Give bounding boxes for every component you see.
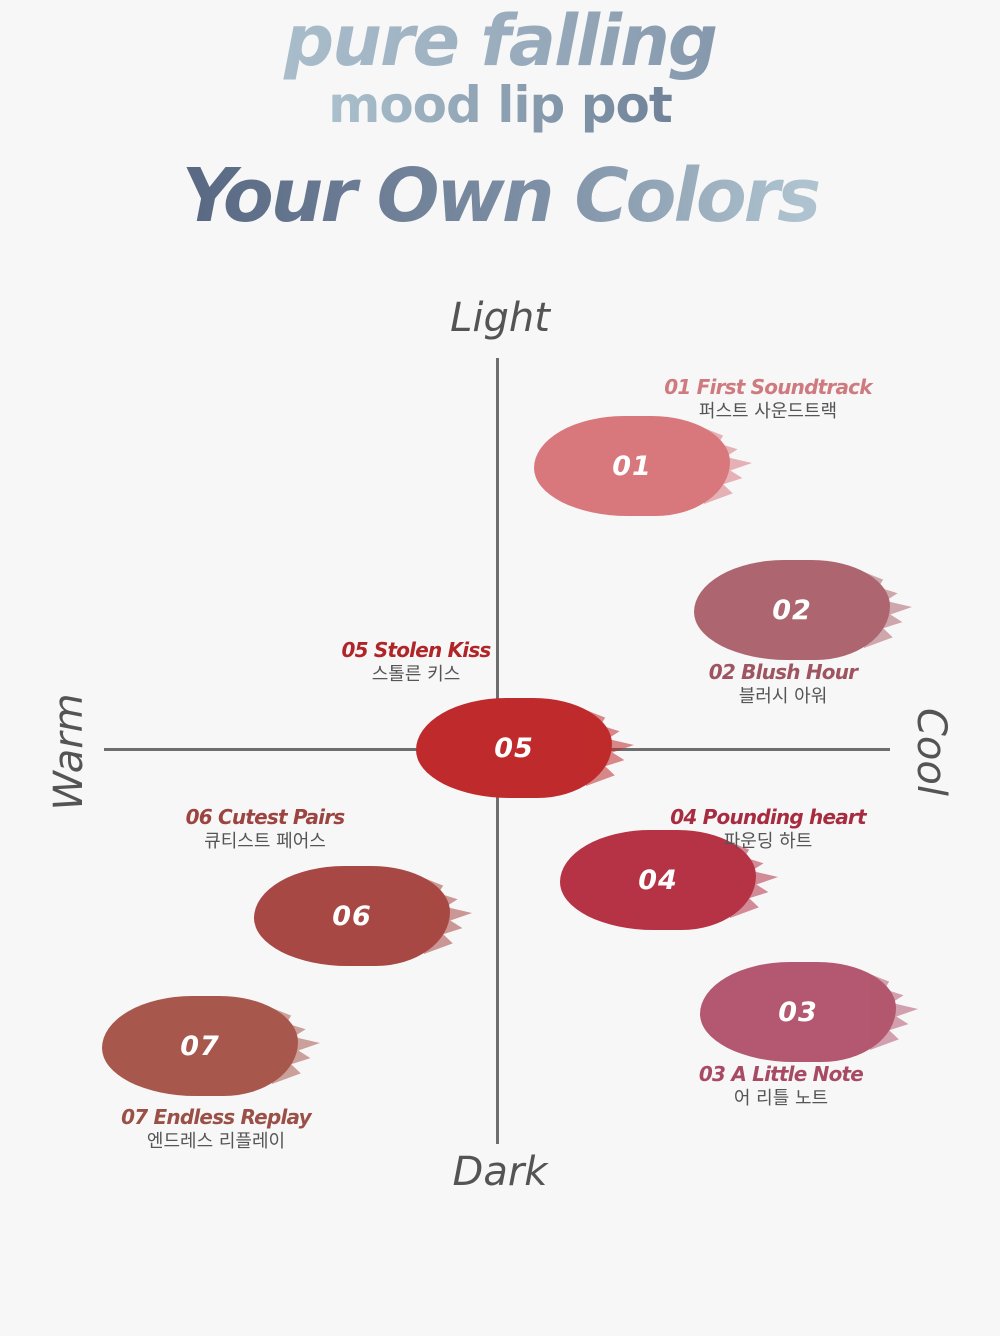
shade-name-en: 05 Stolen Kiss — [341, 638, 491, 662]
swatch-number: 06 — [332, 900, 372, 932]
swatch-number: 01 — [612, 450, 652, 482]
shade-label-02: 02 Blush Hour 블러시 아워 — [683, 659, 883, 709]
shade-swatch-03[interactable]: 03 — [700, 962, 896, 1062]
shade-label-04: 04 Pounding heart 파운딩 하트 — [648, 804, 888, 854]
shade-label-03: 03 A Little Note 어 리틀 노트 — [676, 1061, 886, 1111]
shade-name-en: 03 A Little Note — [698, 1062, 864, 1086]
swatch-number: 07 — [180, 1030, 220, 1062]
swatch-number: 02 — [772, 594, 812, 626]
axis-label-warm: Warm — [46, 693, 92, 811]
shade-name-ko: 퍼스트 사운드트랙 — [698, 401, 838, 422]
shade-name-en: 02 Blush Hour — [708, 660, 858, 684]
shade-swatch-07[interactable]: 07 — [102, 996, 298, 1096]
swatch-number: 04 — [638, 864, 678, 896]
shade-name-en: 06 Cutest Pairs — [185, 805, 346, 829]
shade-swatch-05[interactable]: 05 — [416, 698, 612, 798]
shade-name-en: 04 Pounding heart — [670, 805, 866, 829]
shade-label-07: 07 Endless Replay 엔드레스 리플레이 — [96, 1104, 336, 1154]
shade-name-ko: 스톨른 키스 — [371, 664, 461, 685]
shade-swatch-04[interactable]: 04 — [560, 830, 756, 930]
shade-swatch-02[interactable]: 02 — [694, 560, 890, 660]
swatch-number: 05 — [494, 732, 534, 764]
shade-swatch-01[interactable]: 01 — [534, 416, 730, 516]
shade-label-06: 06 Cutest Pairs 큐티스트 페어스 — [160, 804, 370, 854]
product-title: mood lip pot — [0, 74, 1000, 136]
shade-name-ko: 엔드레스 리플레이 — [146, 1131, 286, 1152]
axis-label-cool: Cool — [908, 708, 954, 796]
shade-name-en: 01 First Soundtrack — [664, 375, 872, 399]
shade-name-ko: 블러시 아워 — [738, 686, 828, 707]
headline: Your Own Colors — [0, 150, 1000, 242]
shade-name-en: 07 Endless Replay — [121, 1105, 311, 1129]
axis-label-light: Light — [450, 295, 550, 341]
shade-name-ko: 어 리틀 노트 — [733, 1088, 829, 1109]
shade-label-05: 05 Stolen Kiss 스톨른 키스 — [326, 637, 506, 687]
shade-name-ko: 큐티스트 페어스 — [204, 831, 326, 852]
shade-name-ko: 파운딩 하트 — [723, 831, 813, 852]
shade-label-01: 01 First Soundtrack 퍼스트 사운드트랙 — [640, 374, 896, 424]
shade-swatch-06[interactable]: 06 — [254, 866, 450, 966]
brand-title: pure falling — [0, 0, 1000, 82]
swatch-number: 03 — [778, 996, 818, 1028]
axis-label-dark: Dark — [452, 1149, 548, 1195]
